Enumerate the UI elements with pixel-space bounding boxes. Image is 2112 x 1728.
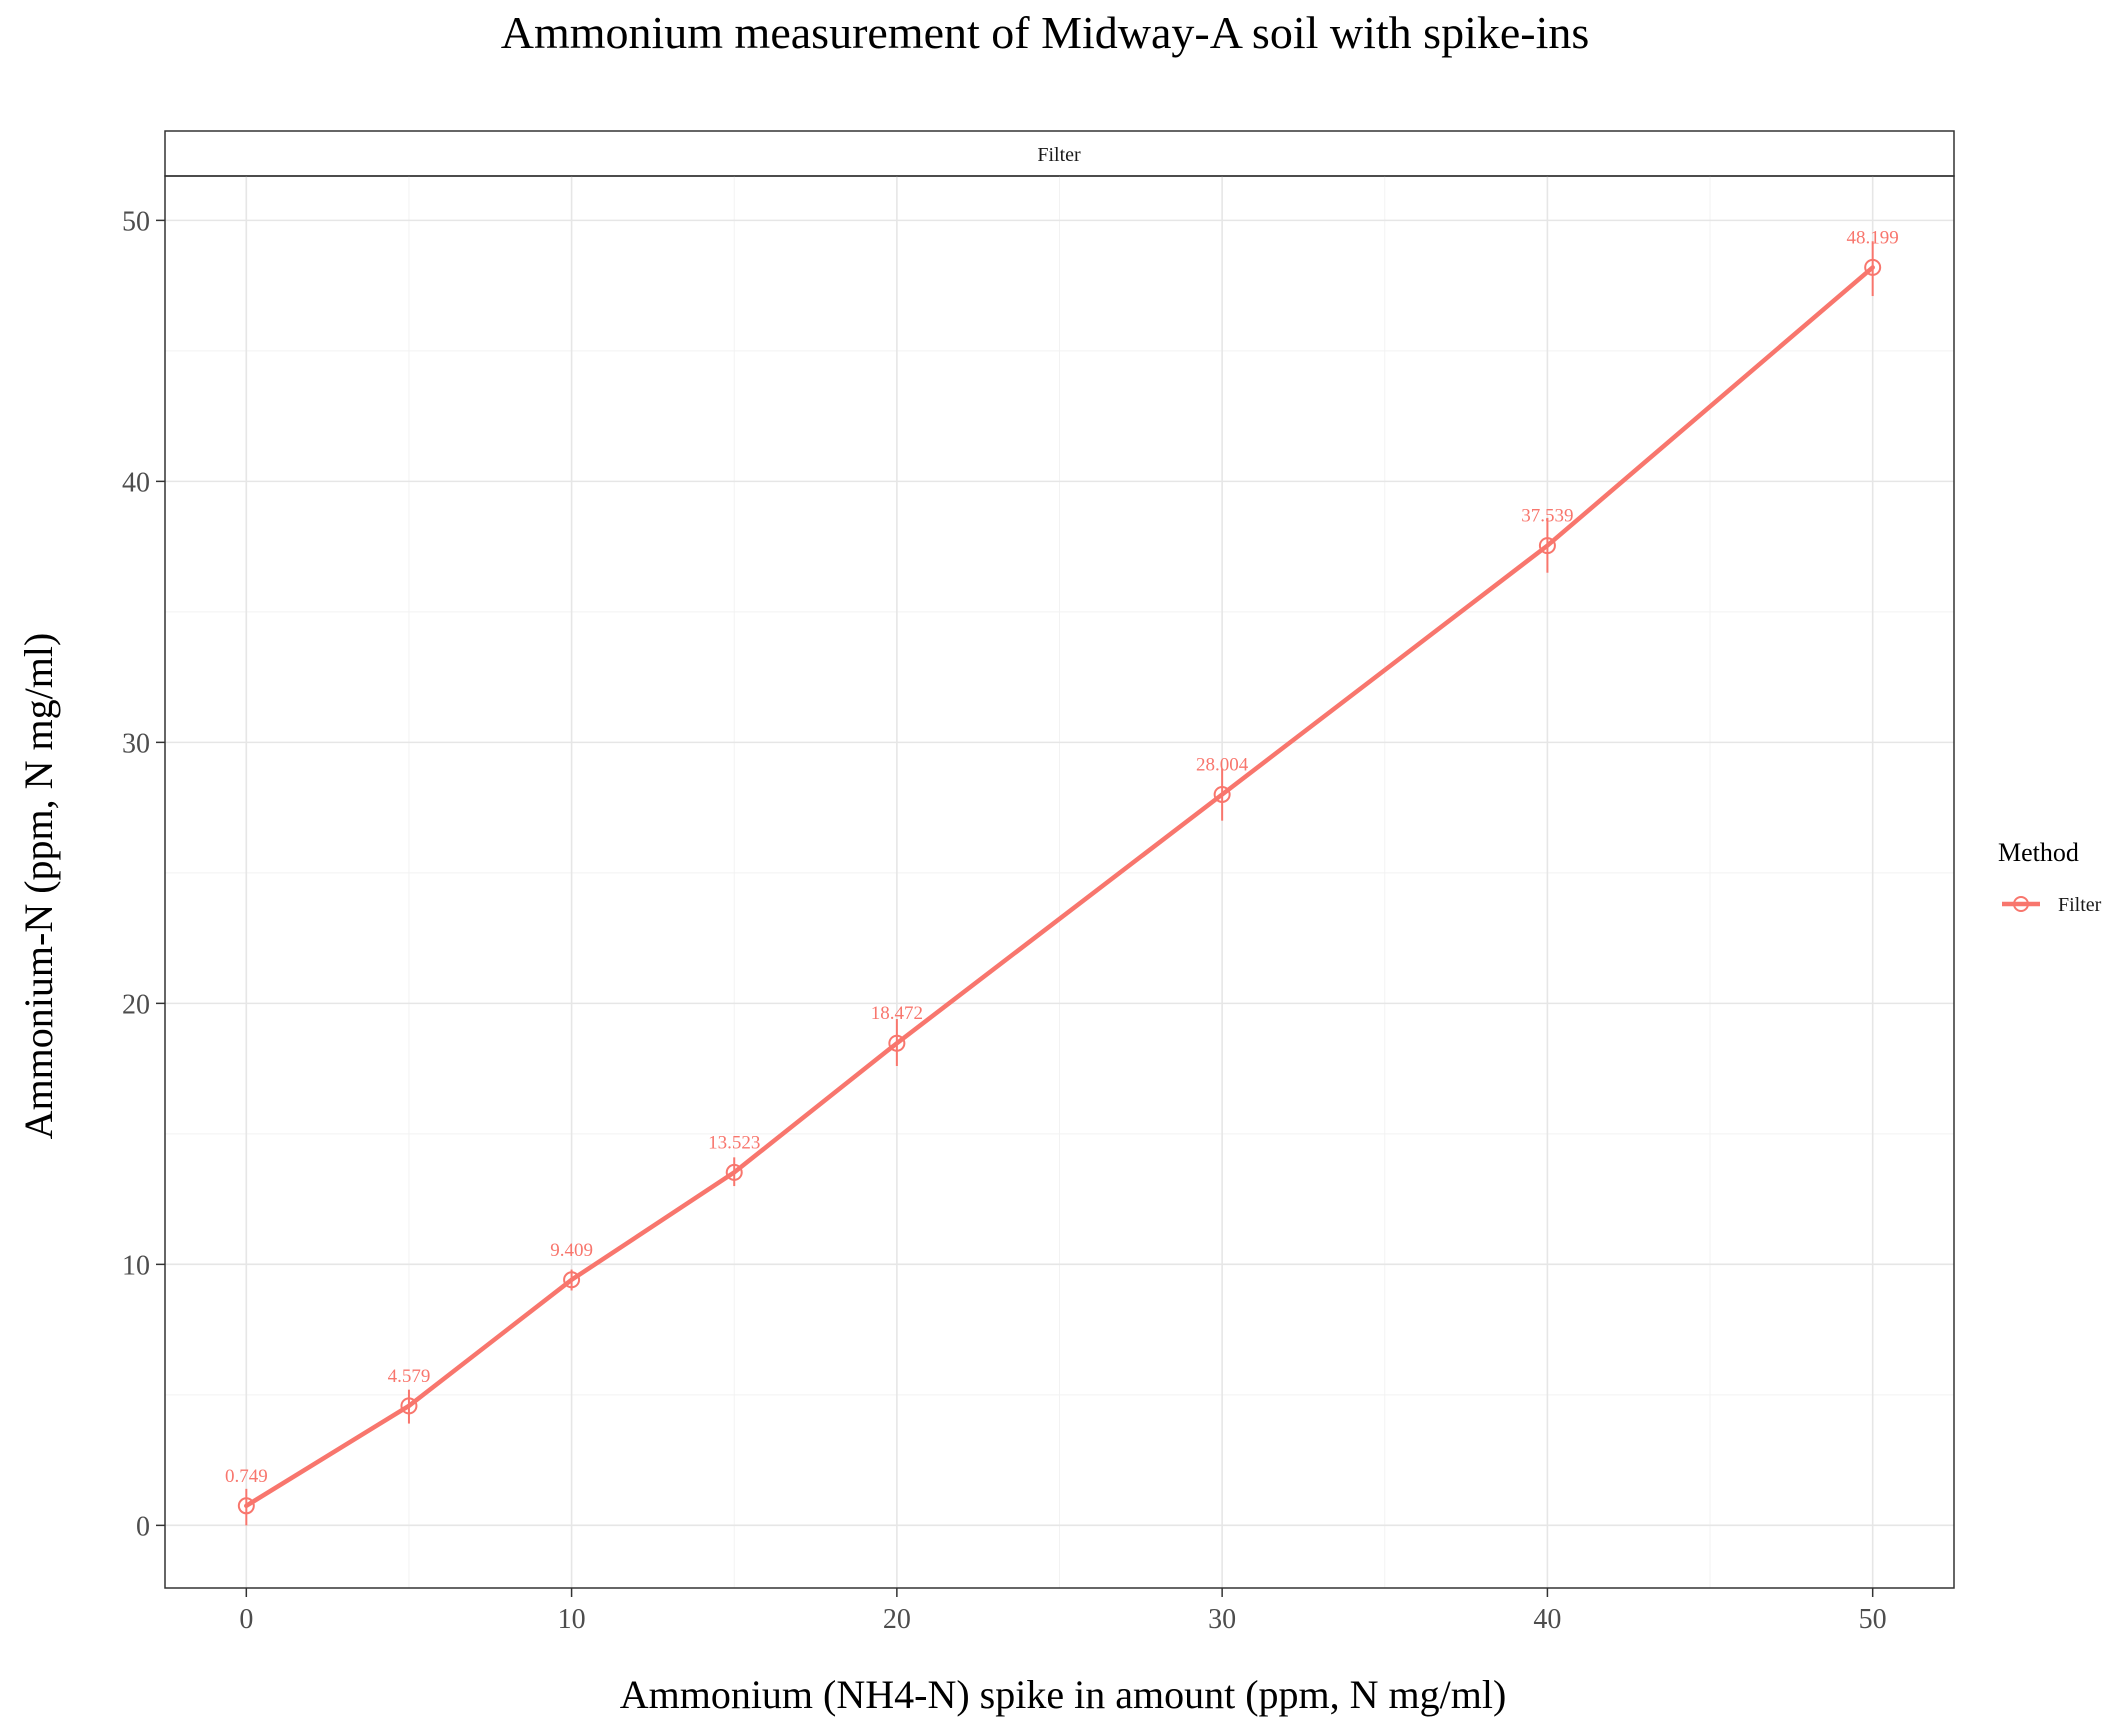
x-tick-label: 20: [883, 1604, 911, 1635]
legend-point-swatch: [2013, 896, 2029, 912]
data-point: [1538, 537, 1556, 555]
legend-title: Method: [1998, 838, 2079, 867]
data-point: [1864, 258, 1882, 276]
x-tick-label: 50: [1859, 1604, 1887, 1635]
series-lines: [244, 265, 1875, 1509]
data-label: 0.749: [225, 1466, 268, 1487]
y-tick-label: 40: [122, 467, 150, 498]
x-axis: 0 10 20 30 40 50: [239, 1588, 1887, 1635]
y-axis-label: Ammonium-N (ppm, N mg/ml): [16, 633, 61, 1140]
data-label: 48.199: [1847, 227, 1899, 248]
data-point: [1213, 785, 1231, 803]
facet-strip-label: Filter: [1037, 144, 1081, 166]
data-point: [888, 1034, 906, 1052]
data-label: 9.409: [550, 1240, 593, 1261]
series-line: [244, 265, 1875, 1509]
y-tick-label: 10: [122, 1250, 150, 1281]
legend-key-filter: [2002, 896, 2040, 912]
facet-strip: [164, 130, 1955, 177]
x-tick-label: 40: [1533, 1604, 1561, 1635]
data-point: [237, 1497, 255, 1515]
grid-lines: [165, 176, 1954, 1588]
data-label: 37.539: [1521, 506, 1573, 527]
y-tick-label: 30: [122, 728, 150, 759]
data-label: 28.004: [1196, 754, 1249, 775]
x-tick-label: 0: [239, 1604, 253, 1635]
data-point: [400, 1397, 418, 1415]
y-axis: 0 10 20 30 40 50: [122, 206, 165, 1542]
data-label: 18.472: [871, 1003, 923, 1024]
x-axis-label: Ammonium (NH4-N) spike in amount (ppm, N…: [620, 1672, 1507, 1717]
y-tick-label: 0: [136, 1511, 150, 1542]
panel-border: [164, 175, 1955, 1589]
data-point: [725, 1163, 743, 1181]
legend-entry-filter: Filter: [2058, 894, 2102, 916]
data-labels: 0.749 4.579 9.409 13.523 18.472 28.004 37.539 4…: [225, 227, 1899, 1486]
x-tick-label: 30: [1208, 1604, 1236, 1635]
x-tick-label: 10: [558, 1604, 586, 1635]
data-points: [237, 258, 1882, 1515]
data-label: 13.523: [708, 1132, 760, 1153]
data-label: 4.579: [388, 1366, 431, 1387]
data-point: [563, 1271, 581, 1289]
chart-title: Ammonium measurement of Midway-A soil wi…: [501, 7, 1590, 58]
y-tick-label: 20: [122, 989, 150, 1020]
y-tick-label: 50: [122, 206, 150, 237]
